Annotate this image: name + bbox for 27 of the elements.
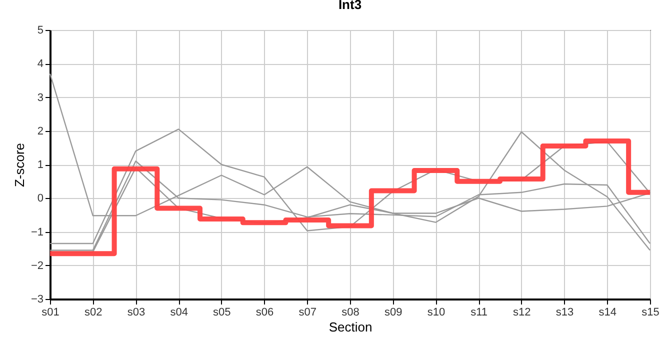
y-tick-label: 2 [37, 125, 44, 138]
y-axis-title: Z-score [12, 142, 27, 188]
y-tick-label: 1 [37, 159, 44, 171]
x-axis-title: Section [328, 320, 372, 334]
x-tick-label: s02 [84, 306, 102, 318]
x-tick-label: s04 [170, 306, 188, 318]
x-tick-label: s12 [513, 306, 531, 318]
x-tick-label: s10 [427, 306, 446, 318]
x-tick-label: s05 [213, 306, 231, 318]
x-tick-label: s11 [470, 306, 488, 318]
y-tick-label: −2 [30, 260, 44, 272]
y-tick-label: 4 [37, 58, 44, 70]
x-tick-label: s06 [256, 306, 274, 318]
x-tick-label: s09 [384, 306, 402, 318]
x-tick-label: s13 [556, 306, 574, 318]
y-tick-label: −1 [30, 226, 44, 238]
y-tick-label: 5 [37, 24, 44, 36]
x-tick-label: s03 [127, 306, 146, 318]
x-tick-label: s01 [42, 306, 60, 318]
x-tick-label: s07 [298, 306, 317, 318]
y-tick-label: 3 [37, 92, 44, 104]
x-tick-label: s14 [598, 306, 617, 318]
x-tick-label: s08 [342, 306, 360, 318]
chart-title: Int3 [338, 0, 362, 12]
y-tick-label: −3 [30, 294, 44, 306]
x-tick-label: s15 [642, 306, 660, 318]
y-tick-label: 0 [37, 192, 44, 205]
